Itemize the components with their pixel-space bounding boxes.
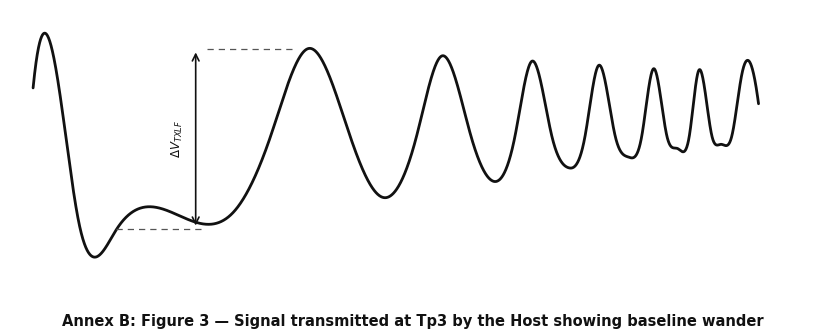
Text: Annex B: Figure 3 — Signal transmitted at Tp3 by the Host showing baseline wande: Annex B: Figure 3 — Signal transmitted a… bbox=[62, 314, 763, 329]
Text: $\Delta V_{TXLF}$: $\Delta V_{TXLF}$ bbox=[170, 120, 185, 158]
